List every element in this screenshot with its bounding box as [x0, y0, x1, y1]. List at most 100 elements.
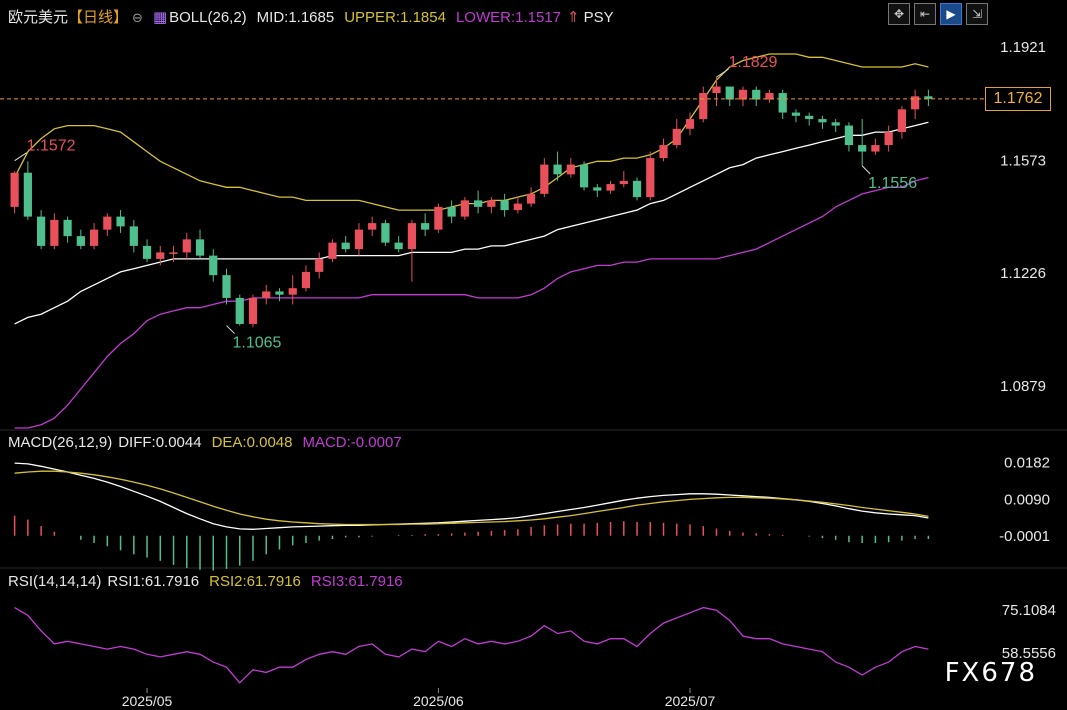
candle-body: [262, 291, 271, 298]
boll-upper: UPPER:1.1854: [344, 9, 446, 26]
extreme-price-label: 1.1556: [868, 175, 917, 192]
remove-indicator-icon[interactable]: ⊖: [132, 10, 143, 25]
candle-body: [659, 145, 668, 159]
candle-body: [606, 184, 615, 191]
switch-indicator-icon[interactable]: ⇑: [567, 9, 580, 26]
indicator-panel-icon[interactable]: ▶: [940, 3, 962, 25]
candle-body: [752, 89, 761, 100]
candle-body: [89, 229, 99, 246]
macd-dea: DEA:0.0048: [211, 434, 293, 451]
macd-label[interactable]: MACD(26,12,9): [8, 434, 113, 451]
candle-body: [632, 180, 642, 198]
candle-body: [301, 271, 311, 289]
candle-body: [500, 200, 509, 211]
candle-body: [791, 112, 801, 116]
candle-body: [169, 252, 178, 254]
candle-body: [487, 200, 496, 207]
price-tick-label: 1.1573: [1000, 152, 1046, 169]
candle-body: [924, 96, 933, 99]
candle-body: [818, 119, 827, 123]
candle-body: [235, 297, 244, 324]
candle-body: [447, 206, 456, 217]
candle-body: [566, 164, 575, 175]
candle-body: [182, 239, 191, 253]
candle-body: [142, 245, 152, 259]
chart-toolbar: ✥ ⇤ ▶ ⇲: [888, 3, 988, 25]
candle-body: [738, 89, 748, 100]
candle-body: [76, 236, 85, 246]
candle-body: [513, 203, 522, 211]
candle-body: [712, 86, 721, 94]
candle-body: [394, 242, 403, 250]
annotation-leader: [226, 325, 235, 334]
macd-header: MACD(26,12,9) DIFF:0.0044 DEA:0.0048 MACD:-…: [8, 434, 412, 451]
candle-body: [805, 115, 814, 120]
boll-upper-line: [14, 53, 929, 211]
rsi1-value: RSI1:61.7916: [107, 573, 200, 590]
candle-body: [129, 226, 138, 246]
current-price-tag: 1.1762: [985, 86, 1051, 111]
candle-body: [368, 223, 377, 230]
price-tick-label: 1.0879: [1000, 378, 1046, 395]
candle-body: [685, 119, 695, 129]
candle-body: [593, 187, 602, 191]
indicator-icon[interactable]: ▦: [152, 9, 168, 26]
candle-body: [526, 193, 536, 204]
price-tick-label: 1.1226: [1000, 265, 1046, 282]
boll-mid-line: [14, 121, 929, 325]
rsi-tick-label: 75.1084: [1002, 602, 1056, 619]
extreme-price-label: 1.1829: [728, 54, 777, 71]
candle-body: [328, 242, 337, 259]
candle-body: [884, 132, 893, 146]
annotation-leader: [716, 68, 729, 78]
macd-tick-label: 0.0182: [1004, 454, 1050, 471]
candle-body: [381, 223, 390, 243]
date-axis-label: 2025/05: [122, 693, 173, 709]
watermark-logo: FX678: [944, 658, 1037, 688]
crosshair-icon[interactable]: ✥: [888, 3, 910, 25]
candle-body: [116, 216, 125, 227]
candle-body: [103, 216, 112, 230]
candle-body: [858, 145, 867, 152]
candle-body: [672, 128, 681, 146]
candle-body: [195, 239, 205, 256]
macd-value: MACD:-0.0007: [302, 434, 402, 451]
candle-body: [354, 229, 364, 250]
macd-tick-label: -0.0001: [999, 528, 1050, 545]
extreme-price-label: 1.1572: [27, 138, 76, 155]
settings-icon[interactable]: ⇲: [966, 3, 988, 25]
candle-body: [911, 96, 920, 110]
symbol-label[interactable]: 欧元美元: [8, 9, 69, 26]
candle-body: [553, 164, 562, 175]
rsi-label[interactable]: RSI(14,14,14): [8, 573, 102, 590]
candle-body: [248, 297, 258, 324]
candle-body: [699, 93, 708, 120]
candle-body: [50, 219, 59, 246]
psy-label[interactable]: PSY: [583, 9, 614, 26]
boll-mid: MID:1.1685: [256, 9, 335, 26]
candle-body: [474, 200, 483, 207]
boll-lower-line: [14, 176, 929, 429]
rsi-header: RSI(14,14,14) RSI1:61.7916 RSI2:61.7916 RSI…: [8, 573, 413, 590]
candle-body: [871, 145, 880, 152]
candle-body: [540, 164, 549, 194]
candle-body: [765, 93, 774, 100]
candle-body: [209, 255, 218, 276]
candle-body: [63, 219, 72, 237]
candle-body: [778, 93, 787, 113]
rsi3-value: RSI3:61.7916: [310, 573, 403, 590]
rsi2-value: RSI2:61.7916: [209, 573, 301, 590]
candle-body: [646, 158, 655, 198]
macd-diff: DIFF:0.0044: [118, 434, 202, 451]
candle-body: [897, 109, 906, 133]
annotation-leader: [14, 152, 27, 162]
candle-body: [341, 242, 350, 250]
period-label[interactable]: 【日线】: [68, 9, 129, 26]
candle-body: [407, 223, 417, 250]
main-chart-header: 欧元美元【日线】 ⊖ ▦ BOLL(26,2) MID:1.1685 UPPER:1.18…: [8, 6, 624, 27]
candle-body: [844, 125, 854, 146]
date-axis-label: 2025/07: [665, 693, 716, 709]
expand-icon[interactable]: ⇤: [914, 3, 936, 25]
boll-label[interactable]: BOLL(26,2): [169, 9, 247, 26]
